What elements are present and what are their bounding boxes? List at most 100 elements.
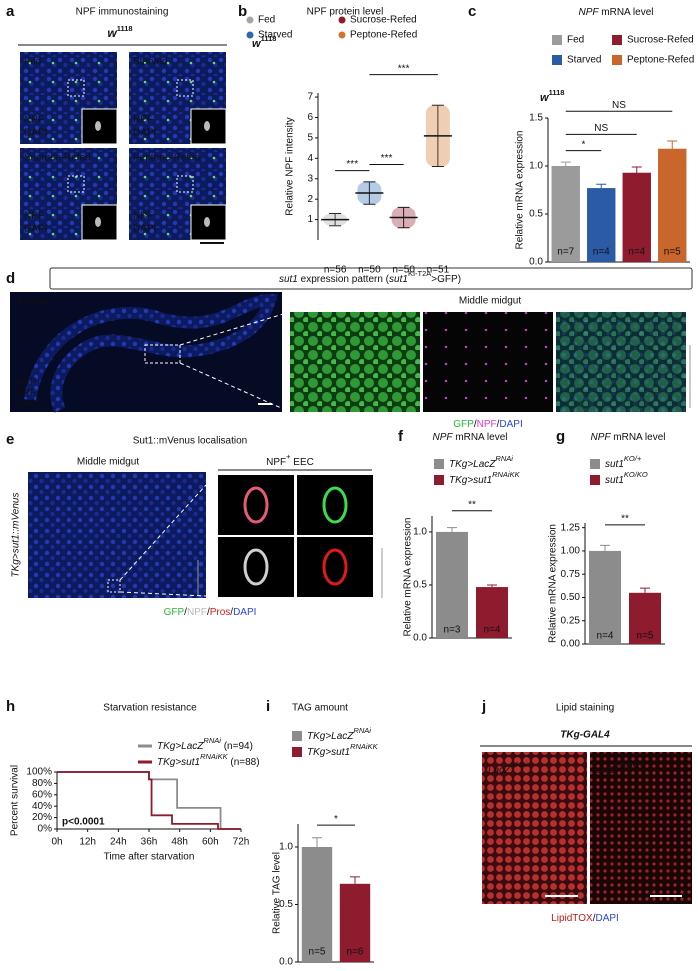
legend-marker (338, 16, 346, 24)
text-part: 1118 (549, 88, 565, 97)
chart-title: NPF mRNA level (578, 7, 653, 18)
chart-title: TAG amount (292, 703, 348, 714)
y-axis-label: Relative TAG level (272, 852, 283, 934)
text-part: LacZ (488, 765, 511, 776)
text-part: NPF (432, 432, 453, 443)
tile-label: LacZRNAi (488, 760, 528, 775)
caption: GFP/NPF/DAPI (453, 419, 522, 430)
y-tick-label: 0.00 (561, 639, 581, 650)
text-part: expression pattern ( (298, 274, 390, 285)
legend-swatch (552, 35, 562, 45)
text-part: TKg>sut1 (449, 475, 492, 486)
n-label: n=4 (597, 631, 614, 642)
micrograph (482, 752, 587, 904)
legend-label: TKg>sut1RNAiKK (307, 742, 379, 757)
text-part: DAPI (595, 913, 618, 924)
gut-shape (24, 293, 278, 413)
error-bar (560, 161, 571, 166)
text-part: mRNA level (610, 432, 665, 443)
y-tick-label: 4 (307, 153, 313, 164)
tile-label: Starved (133, 57, 167, 68)
inset-cell (95, 217, 101, 227)
micrograph (218, 475, 294, 535)
channel-label: NPF (24, 115, 44, 126)
text-part: Pros (210, 607, 231, 618)
legend-swatch (434, 459, 444, 469)
text-part: RNAiKK (615, 760, 643, 769)
text-part: / (593, 913, 596, 924)
text-part: (n=88) (228, 757, 260, 768)
channel-label: NPF (133, 211, 153, 222)
micrograph (28, 472, 206, 598)
legend-swatch (434, 475, 444, 485)
text-part: / (230, 607, 233, 618)
tile-label: sut1RNAiKK (596, 760, 642, 775)
panel-letter: b (238, 3, 247, 20)
y-tick-label: 0.5 (413, 580, 427, 591)
panel-letter: j (481, 698, 486, 715)
legend-swatch (292, 747, 302, 757)
text-part: NPF (266, 457, 286, 468)
y-tick-label: 0.25 (561, 615, 581, 626)
error-bar (312, 837, 322, 847)
y-tick-label: 1.25 (561, 522, 581, 533)
legend-label: TKg>LacZRNAi (n=94) (157, 736, 253, 751)
n-label: n=50 (392, 265, 415, 276)
chart-title: Starvation resistance (103, 703, 197, 714)
x-tick-label: 72h (233, 837, 250, 848)
legend-swatch (292, 731, 302, 741)
text-part: EEC (291, 457, 314, 468)
panel-subtitle: Middle midgut (459, 296, 521, 307)
y-tick-label: 0.5 (279, 899, 293, 910)
bar (551, 166, 580, 262)
y-tick-label: 100% (26, 767, 52, 778)
text-part: / (184, 607, 187, 618)
panel-header: sut1 expression pattern (sut1KI-T2A>GFP) (279, 269, 461, 284)
bar (629, 592, 661, 644)
legend-label: TKg>sut1RNAiKK (n=88) (157, 752, 260, 767)
n-label: n=4 (484, 625, 501, 636)
text-part: RNAiKK (492, 470, 521, 479)
error-bar (350, 876, 360, 884)
micrograph (297, 475, 373, 535)
text-part: KI-T2A (408, 269, 431, 278)
legend-swatch (612, 35, 622, 45)
text-part: RNAiKK (350, 742, 379, 751)
text-part: GFP (164, 607, 185, 618)
legend-label: Peptone-Refed (350, 30, 417, 41)
panel-letter: c (468, 3, 476, 20)
n-label: n=50 (358, 265, 381, 276)
y-tick-label: 60% (32, 789, 52, 800)
text-part: DAPI (233, 607, 256, 618)
survival-curve (57, 771, 241, 830)
error-bar (600, 544, 610, 551)
text-part: RNAiKK (200, 752, 229, 761)
micrograph (423, 312, 553, 412)
panel-title: Lipid staining (556, 703, 614, 714)
caption: LipidTOX/DAPI (551, 913, 619, 924)
legend-label: sut1KO/+ (605, 454, 642, 469)
genotype: w1118 (252, 34, 276, 49)
text-part: sut1 (605, 475, 624, 486)
cell (243, 548, 269, 586)
text-part: sut1 (605, 459, 624, 470)
error-bar (596, 183, 607, 189)
panel-letter: a (6, 3, 15, 20)
panel-letter: i (266, 698, 270, 715)
bar (587, 188, 616, 262)
y-axis-label: Percent survival (10, 765, 21, 836)
text-part: NPF (187, 607, 207, 618)
significance-label: NS (594, 123, 608, 134)
text-part: w (540, 92, 550, 104)
text-part: RNAi (495, 454, 513, 463)
significance-label: ** (621, 514, 629, 525)
text-part: sut1 (279, 274, 298, 285)
tile-label: Fed (24, 57, 41, 68)
text-part: GFP (453, 419, 474, 430)
channel-label: DAPI (133, 224, 156, 235)
y-axis-label: Relative mRNA expression (403, 518, 414, 637)
y-tick-label: 1.0 (529, 161, 543, 172)
y-tick-label: 20% (32, 812, 52, 823)
legend-label: Peptone-Refed (627, 55, 694, 66)
